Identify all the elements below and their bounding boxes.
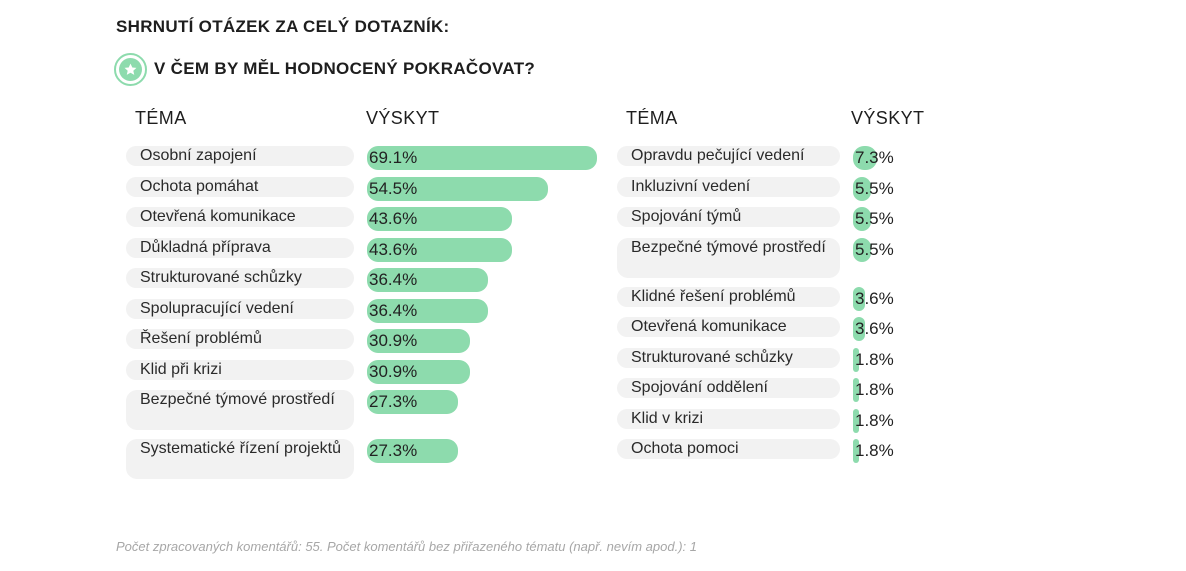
theme-label: Opravdu pečující vedení — [617, 146, 840, 166]
value-label: 5.5% — [855, 209, 894, 228]
theme-label: Otevřená komunikace — [617, 317, 840, 337]
bar — [367, 329, 470, 353]
value-label: 1.8% — [855, 380, 894, 399]
bar — [367, 146, 597, 170]
value-label: 36.4% — [369, 300, 418, 320]
bar — [367, 207, 513, 231]
right-theme-header: TÉMA — [626, 108, 678, 128]
bar — [367, 268, 489, 292]
value-label: 1.8% — [855, 410, 894, 430]
left-theme-header: TÉMA — [135, 108, 187, 128]
value-label: 30.9% — [369, 331, 418, 350]
left-occurrence-header: VÝSKYT — [366, 108, 440, 128]
value-label: 36.4% — [369, 270, 418, 289]
value-label: 3.6% — [855, 319, 894, 338]
bar — [367, 298, 489, 323]
question-title: V ČEM BY MĚL HODNOCENÝ POKRAČOVAT? — [154, 59, 536, 78]
theme-label: Ochota pomoci — [617, 439, 840, 459]
theme-label: Spojování oddělení — [617, 378, 840, 398]
bar — [367, 176, 549, 201]
value-label: 7.3% — [855, 148, 894, 167]
value-label: 27.3% — [369, 392, 418, 411]
theme-label: Systematické řízení projektů — [126, 439, 354, 479]
theme-label: Důkladná příprava — [126, 237, 354, 258]
value-label: 3.6% — [855, 288, 894, 308]
value-label: 27.3% — [369, 441, 418, 460]
bar — [853, 408, 859, 433]
theme-label: Otevřená komunikace — [126, 207, 354, 227]
bar — [367, 359, 470, 384]
bar — [853, 317, 865, 341]
question-header: V ČEM BY MĚL HODNOCENÝ POKRAČOVAT? — [114, 52, 535, 86]
bar — [853, 146, 878, 170]
value-label: 30.9% — [369, 361, 418, 381]
value-label: 1.8% — [855, 349, 894, 369]
theme-label: Klid v krizi — [617, 408, 840, 429]
theme-label: Řešení problémů — [126, 329, 354, 349]
bar — [853, 207, 872, 231]
footnote: Počet zpracovaných komentářů: 55. Počet … — [116, 539, 697, 554]
bar — [367, 439, 458, 463]
bar — [853, 439, 859, 463]
value-label: 43.6% — [369, 239, 418, 259]
value-label: 54.5% — [369, 178, 418, 198]
value-label: 5.5% — [855, 239, 894, 259]
theme-label: Spolupracující vedení — [126, 298, 354, 319]
theme-label: Ochota pomáhat — [126, 176, 354, 197]
right-occurrence-header: VÝSKYT — [851, 108, 925, 128]
bar — [367, 237, 513, 262]
bar — [853, 237, 872, 262]
theme-label: Spojování týmů — [617, 207, 840, 227]
value-label: 69.1% — [369, 148, 418, 167]
bar — [853, 378, 859, 402]
bar — [853, 347, 859, 372]
value-label: 5.5% — [855, 178, 894, 198]
value-label: 43.6% — [369, 209, 418, 228]
theme-label: Klidné řešení problémů — [617, 286, 840, 307]
theme-label: Bezpečné týmové prostředí — [617, 237, 840, 278]
theme-label: Strukturované schůzky — [126, 268, 354, 288]
bar — [853, 176, 872, 201]
bar — [853, 286, 865, 311]
page-title: SHRNUTÍ OTÁZEK ZA CELÝ DOTAZNÍK: — [116, 17, 450, 36]
theme-label: Inkluzivní vedení — [617, 176, 840, 197]
theme-label: Strukturované schůzky — [617, 347, 840, 368]
theme-label: Osobní zapojení — [126, 146, 354, 166]
bar — [367, 390, 458, 414]
value-label: 1.8% — [855, 441, 894, 460]
theme-label: Klid při krizi — [126, 359, 354, 380]
theme-label: Bezpečné týmové prostředí — [126, 390, 354, 430]
star-icon — [114, 52, 147, 86]
